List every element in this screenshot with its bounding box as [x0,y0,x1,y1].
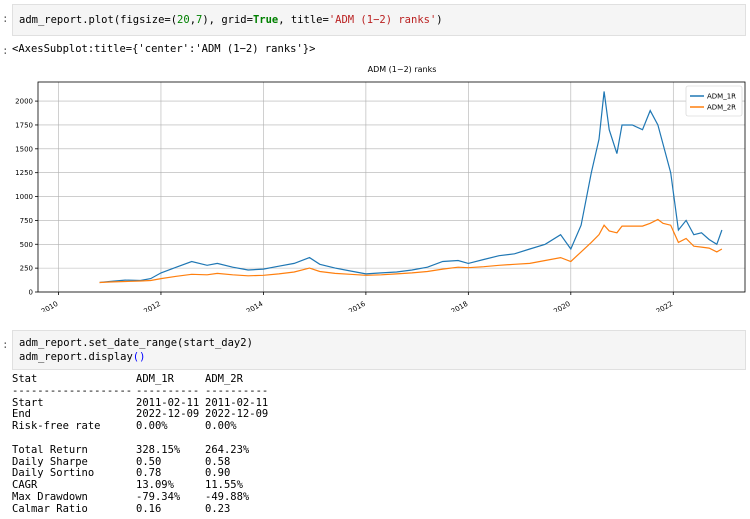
chart-series [99,91,723,284]
code-string: 'ADM (1−2) ranks' [328,14,437,26]
table-cell: 328.15% [136,443,181,456]
table-row: Risk-free rate 0.00% 0.00% [12,420,285,433]
table-row: Calmar Ratio 0.16 0.23 [12,502,285,516]
table-cell: Start [12,396,44,409]
table-row: Start 2011-02-11 2011-02-11 [12,396,285,410]
table-cell: 2011-02-11 [136,396,200,409]
table-cell: Calmar Ratio [12,502,88,515]
table-separator: ---------- [205,384,269,397]
table-cell: 0.90 [205,467,231,480]
code-token: adm_report.plot(figsize=( [19,14,178,26]
table-cell: 0.50 [136,455,162,468]
y-tick-label: 250 [20,265,33,273]
code-number: 7 [196,14,203,26]
table-header-row: Stat ADM_1R ADM_2R [12,373,285,386]
table-row: Max Drawdown -79.34% -49.88% [12,490,285,504]
code-token: , [189,14,197,26]
x-tick-label: 2020 [552,300,571,312]
cell-prompt: : [2,12,9,25]
table-cell: 0.78 [136,467,162,480]
table-cell: 0.23 [205,502,231,515]
chart-axes: 0 250 500 750 1000 1250 1500 1750 2000 2010 2012 20… [15,81,746,312]
table-cell: 2022-12-09 [205,408,269,421]
y-tick-label: 1250 [15,169,33,177]
table-cell: 2022-12-09 [136,408,200,421]
code-cell-plot[interactable]: adm_report.plot(figsize=(20,7), grid=Tru… [12,4,746,36]
table-cell: End [12,408,31,421]
code-token: adm_report.set_date_range(start_day2) [19,337,253,349]
code-line: adm_report.plot(figsize=(20,7), grid=Tru… [13,13,745,27]
chart-grid [38,82,745,293]
legend-label: ADM_1R [707,93,736,101]
table-cell: Daily Sortino [12,467,95,480]
x-tick-label: 2012 [143,300,162,312]
cell-prompt: : [2,338,9,351]
table-row: CAGR 13.09% 11.55% [12,479,285,492]
chart-title: ADM (1−2) ranks [368,65,437,74]
line-chart: ADM (1−2) ranks 0 250 500 750 1000 1250 1500 17… [15,65,746,312]
x-tick-label: 2018 [450,300,469,312]
table-separator: ------------------- [12,384,133,397]
code-token: ), grid= [202,14,253,26]
table-cell: 0.16 [136,502,162,515]
table-row: Daily Sortino 0.78 0.90 [12,468,285,480]
code-line: adm_report.set_date_range(start_day2) [13,336,745,350]
y-tick-label: 0 [29,289,33,297]
table-cell: -49.88% [205,490,250,503]
x-tick-label: 2010 [40,300,59,312]
code-number: 20 [177,14,190,26]
table-cell: 11.55% [205,479,243,492]
series-line-adm-2r [99,218,723,284]
table-header-cell: ADM_1R [136,373,174,385]
table-cell: Max Drawdown [12,490,88,503]
table-cell: 264.23% [205,443,250,456]
table-cell: 13.09% [136,479,174,492]
table-row: Total Return 328.15% 264.23% [12,443,285,457]
table-row: End 2022-12-09 2022-12-09 [12,409,285,421]
table-cell: Risk-free rate [12,420,101,433]
table-cell: CAGR [12,479,38,492]
table-cell: 0.58 [205,455,231,468]
table-cell: Daily Sharpe [12,455,88,468]
legend-box [685,85,743,117]
x-tick-label: 2016 [347,300,367,312]
y-tick-label: 500 [20,241,33,249]
table-row: Daily Sharpe 0.50 0.58 [12,455,285,469]
code-token: ) [436,14,443,26]
legend-label: ADM_2R [707,104,736,112]
y-tick-label: 1500 [15,145,33,153]
code-line: adm_report.display() [13,350,745,364]
code-cell-display[interactable]: adm_report.set_date_range(start_day2) ad… [12,330,746,370]
output-text: <AxesSubplot:title={'center':'ADM (1−2) … [12,43,316,55]
chart-legend: ADM_1R ADM_2R [685,85,743,117]
table-header-cell: ADM_2R [205,373,243,385]
output-prompt: : [2,44,9,57]
table-header-cell: Stat [12,373,38,385]
y-tick-label: 1000 [15,193,33,201]
table-cell: 0.00% [205,420,237,433]
table-separator: ---------- [136,384,200,397]
x-tick-label: 2022 [655,300,674,312]
x-tick-label: 2014 [245,300,265,312]
table-cell: 2011-02-11 [205,396,269,409]
code-token: () [132,351,146,363]
table-cell: Total Return [12,443,88,456]
stats-table: Stat ADM_1R ADM_2R ------------------- -… [12,373,285,516]
code-token: , title= [278,14,329,26]
y-tick-label: 750 [20,217,33,225]
table-separator-row: ------------------- ---------- ---------… [12,384,285,398]
plot-frame [37,81,746,293]
table-cell: 0.00% [136,420,168,433]
y-tick-label: 1750 [15,121,33,129]
series-line-adm-1r [99,91,723,284]
y-tick-label: 2000 [15,98,33,106]
table-cell: -79.34% [136,490,181,503]
code-keyword: True [252,14,279,26]
code-token: adm_report.display [19,351,133,363]
